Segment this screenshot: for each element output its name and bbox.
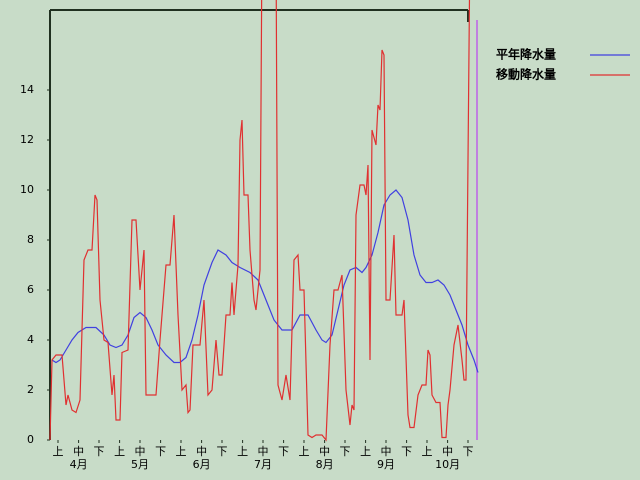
y-tick-label: 10 xyxy=(20,183,34,196)
x-tick-label: 中 xyxy=(442,445,453,458)
x-tick-label: 上 xyxy=(360,445,371,458)
x-tick-label: 下 xyxy=(463,445,474,458)
x-tick-label: 下 xyxy=(401,445,412,458)
y-tick-label: 4 xyxy=(27,333,34,346)
x-tick-label: 中 xyxy=(73,445,84,458)
legend-label: 平年降水量 xyxy=(496,47,556,62)
y-tick-label: 6 xyxy=(27,283,34,296)
y-tick-label: 8 xyxy=(27,233,34,246)
x-tick-label: 下 xyxy=(155,445,166,458)
month-label: 4月 xyxy=(70,458,88,471)
month-label: 6月 xyxy=(193,458,211,471)
x-tick-label: 下 xyxy=(340,445,351,458)
month-label: 8月 xyxy=(316,458,334,471)
legend-label: 移動降水量 xyxy=(496,67,556,82)
series-line xyxy=(49,0,471,442)
x-tick-label: 上 xyxy=(114,445,125,458)
x-tick-label: 中 xyxy=(258,445,269,458)
month-label: 7月 xyxy=(254,458,272,471)
x-tick-label: 下 xyxy=(217,445,228,458)
x-tick-label: 上 xyxy=(422,445,433,458)
x-tick-label: 下 xyxy=(278,445,289,458)
x-tick-label: 中 xyxy=(135,445,146,458)
y-tick-label: 12 xyxy=(20,133,34,146)
month-label: 5月 xyxy=(131,458,149,471)
y-tick-label: 14 xyxy=(20,83,34,96)
x-tick-label: 上 xyxy=(53,445,64,458)
x-tick-label: 上 xyxy=(299,445,310,458)
month-label: 10月 xyxy=(435,458,460,471)
x-tick-label: 上 xyxy=(176,445,187,458)
x-tick-label: 中 xyxy=(381,445,392,458)
x-tick-label: 中 xyxy=(319,445,330,458)
y-tick-label: 2 xyxy=(27,383,34,396)
y-tick-label: 0 xyxy=(27,433,34,446)
series-line xyxy=(51,189,479,373)
month-label: 9月 xyxy=(377,458,395,471)
x-tick-label: 下 xyxy=(94,445,105,458)
x-tick-label: 中 xyxy=(196,445,207,458)
x-tick-label: 上 xyxy=(237,445,248,458)
